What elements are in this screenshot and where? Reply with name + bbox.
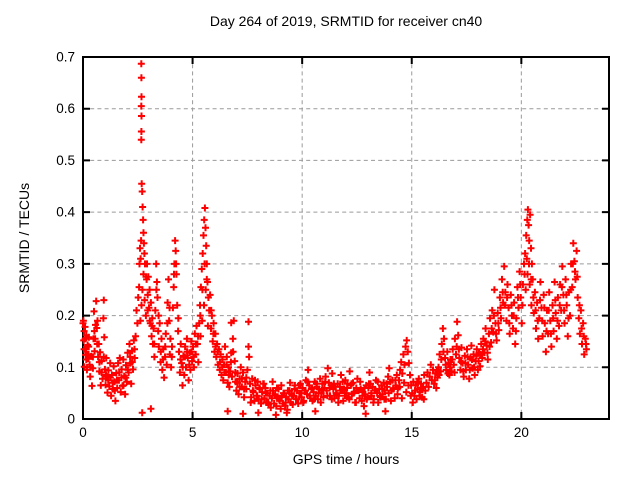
x-axis-label: GPS time / hours [292,451,400,467]
x-tick-label: 20 [514,425,529,440]
y-tick-label: 0.5 [56,153,75,168]
chart-title: Day 264 of 2019, SRMTID for receiver cn4… [209,13,483,29]
x-tick-label: 15 [404,425,419,440]
grid-lines [83,57,609,419]
x-tick-label: 5 [189,425,197,440]
data-points [79,60,590,419]
x-tick-label: 0 [79,425,87,440]
y-tick-label: 0.3 [56,256,75,271]
y-tick-label: 0.4 [56,205,75,220]
y-tick-label: 0 [67,412,75,427]
y-tick-label: 0.1 [56,360,75,375]
x-tick-label: 10 [295,425,310,440]
y-tick-label: 0.7 [56,50,75,65]
y-tick-label: 0.2 [56,308,75,323]
y-tick-label: 0.6 [56,101,75,116]
plot-border [82,56,610,420]
